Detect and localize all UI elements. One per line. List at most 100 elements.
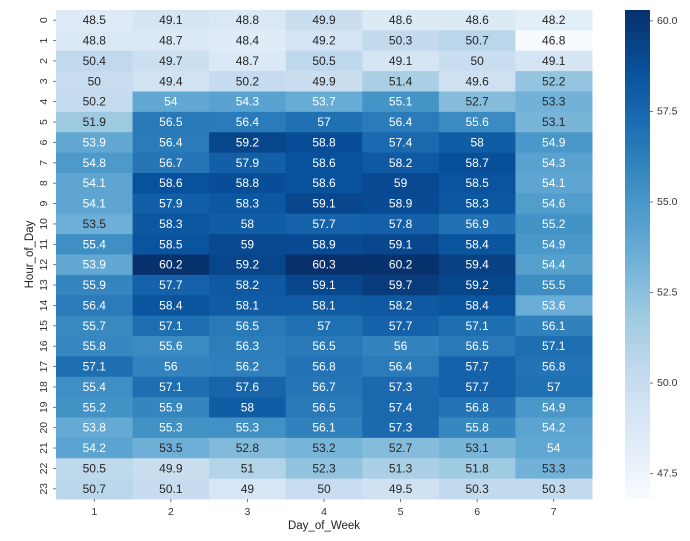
cell-value-label: 56.7 [312,380,336,394]
heatmap-cell [285,91,363,113]
heatmap-cell [438,356,516,378]
y-tick-label: 2 [38,58,50,64]
heatmap-cell [515,132,593,154]
cell-value-label: 54.3 [236,95,260,109]
cell-value-label: 58.8 [236,176,260,190]
heatmap-cell [285,356,363,378]
heatmap-cell [438,193,516,215]
heatmap-cell [209,376,287,398]
cell-value-label: 57 [317,115,331,129]
cell-value-label: 49.2 [312,34,336,48]
heatmap-cells: 48.5 49.1 48.8 49.9 48.6 48.6 48.2 48.8 48.7 48.4… [56,10,593,500]
heatmap-cell [362,71,440,92]
x-tick-label: 5 [398,506,404,518]
cell-value-label: 57.4 [389,400,413,414]
cell-value-label: 50.3 [389,34,413,48]
cell-value-label: 54.2 [83,441,107,455]
heatmap-cell [132,152,210,174]
heatmap-cell [209,173,287,194]
heatmap-cell [209,213,287,235]
cell-value-label: 56.5 [465,339,489,353]
heatmap-cell [56,10,134,31]
heatmap-cell [515,152,593,174]
cell-value-label: 58.5 [159,237,183,251]
y-tick-label: 19 [38,401,50,413]
cell-value-label: 55.8 [83,339,107,353]
heatmap-cell [285,71,363,92]
heatmap-cell [56,295,134,317]
cell-value-label: 49.9 [159,461,183,475]
heatmap-cell [515,397,593,418]
x-tick-label: 6 [474,506,480,518]
cell-value-label: 56.1 [542,319,566,333]
y-axis-label: Hour_of_Day [24,220,36,288]
heatmap-cell [285,478,363,500]
x-tick-label: 7 [551,506,557,518]
cell-value-label: 50 [88,74,102,88]
y-tick-label: 8 [38,180,50,186]
cell-value-label: 50.7 [465,34,489,48]
cell-value-label: 48.4 [236,34,260,48]
cell-value-label: 49 [241,482,255,496]
cell-value-label: 54.1 [83,176,107,190]
heatmap-cell [362,458,440,480]
heatmap-cell [362,397,440,418]
heatmap-cell [438,213,516,235]
cell-value-label: 54.9 [542,237,566,251]
cell-value-label: 56.5 [312,339,336,353]
cell-value-label: 54 [164,95,178,109]
cell-value-label: 58.2 [236,278,260,292]
cell-value-label: 53.3 [542,461,566,475]
cell-value-label: 56.2 [236,360,260,374]
cell-value-label: 55.3 [159,421,183,435]
heatmap-cell [209,397,287,418]
y-tick-label: 5 [38,119,50,125]
cell-value-label: 50.4 [83,54,107,68]
heatmap-cell [362,295,440,317]
heatmap-cell [285,234,363,255]
cell-value-label: 54 [547,441,561,455]
cell-value-label: 53.1 [465,441,489,455]
y-tick-label: 18 [38,381,50,393]
cell-value-label: 58.5 [465,176,489,190]
cell-value-label: 50.3 [542,482,566,496]
cell-value-label: 54.6 [542,197,566,211]
heatmap-cell [515,376,593,398]
cell-value-label: 55.9 [159,400,183,414]
cell-value-label: 56.5 [312,400,336,414]
heatmap-cell [515,315,593,337]
cell-value-label: 55.9 [83,278,107,292]
heatmap-cell [132,30,210,52]
heatmap-cell [56,274,134,296]
cell-value-label: 53.9 [83,135,107,149]
cell-value-label: 57.7 [465,380,489,394]
heatmap-cell [132,295,210,317]
cell-value-label: 59.7 [389,278,413,292]
cell-value-label: 56.3 [236,339,260,353]
heatmap-cell [132,417,210,439]
heatmap-cell [56,71,134,92]
colorbar-tick-label: 52.5 [657,287,678,299]
heatmap-cell [132,50,210,72]
heatmap-cell [362,152,440,174]
heatmap-cell [56,50,134,72]
heatmap-cell [132,234,210,255]
cell-value-label: 58.8 [312,135,336,149]
cell-value-label: 56.8 [465,400,489,414]
cell-value-label: 50.3 [465,482,489,496]
cell-value-label: 55.4 [83,380,107,394]
cell-value-label: 59 [394,176,408,190]
y-tick-label: 1 [38,37,50,43]
heatmap-cell [515,417,593,439]
cell-value-label: 50.5 [312,54,336,68]
cell-value-label: 57.1 [159,380,183,394]
heatmap-cell [209,458,287,480]
heatmap-cell [56,193,134,215]
x-tick-label: 1 [91,506,97,518]
heatmap-cell [362,356,440,378]
heatmap-cell [362,173,440,194]
cell-value-label: 49.7 [159,54,183,68]
heatmap-cell [362,213,440,235]
